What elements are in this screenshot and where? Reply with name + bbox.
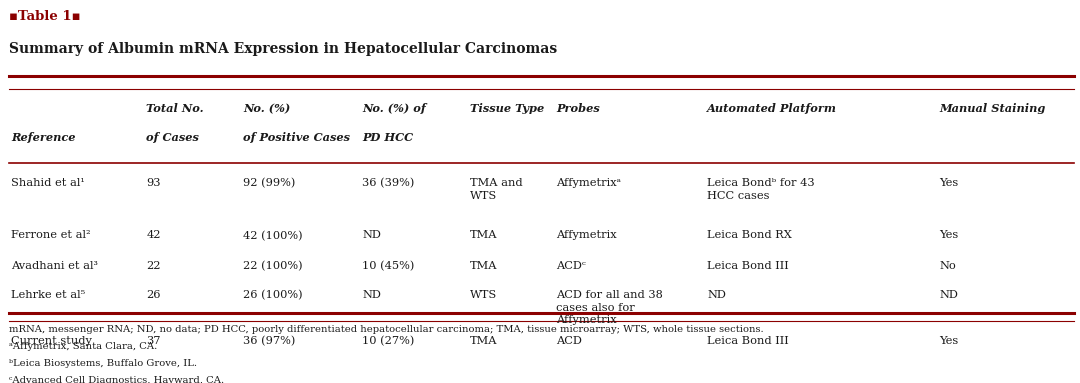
Text: 37: 37 — [146, 336, 161, 346]
Text: ND: ND — [707, 290, 726, 300]
Text: Ferrone et al²: Ferrone et al² — [12, 231, 91, 241]
Text: ᶜAdvanced Cell Diagnostics, Hayward, CA.: ᶜAdvanced Cell Diagnostics, Hayward, CA. — [10, 376, 225, 383]
Text: No: No — [940, 261, 956, 271]
Text: Shahid et al¹: Shahid et al¹ — [12, 178, 85, 188]
Text: ND: ND — [362, 290, 381, 300]
Text: Yes: Yes — [940, 231, 958, 241]
Text: ACD: ACD — [556, 336, 582, 346]
Text: 10 (27%): 10 (27%) — [362, 336, 415, 347]
Text: Reference: Reference — [12, 132, 76, 143]
Text: Automated Platform: Automated Platform — [707, 103, 837, 114]
Text: Manual Staining: Manual Staining — [940, 103, 1045, 114]
Text: TMA and
WTS: TMA and WTS — [470, 178, 523, 201]
Text: of Positive Cases: of Positive Cases — [243, 132, 350, 143]
Text: 26: 26 — [146, 290, 161, 300]
Text: 42 (100%): 42 (100%) — [243, 231, 303, 241]
Text: Leica Bond RX: Leica Bond RX — [707, 231, 792, 241]
Text: mRNA, messenger RNA; ND, no data; PD HCC, poorly differentiated hepatocellular c: mRNA, messenger RNA; ND, no data; PD HCC… — [10, 324, 764, 334]
Text: 93: 93 — [146, 178, 161, 188]
Text: ND: ND — [940, 290, 958, 300]
Text: No. (%) of: No. (%) of — [362, 103, 426, 114]
Text: Summary of Albumin mRNA Expression in Hepatocellular Carcinomas: Summary of Albumin mRNA Expression in He… — [10, 42, 557, 56]
Text: PD HCC: PD HCC — [362, 132, 414, 143]
Text: Probes: Probes — [556, 103, 599, 114]
Text: 10 (45%): 10 (45%) — [362, 261, 415, 271]
Text: Avadhani et al³: Avadhani et al³ — [12, 261, 98, 271]
Text: Yes: Yes — [940, 336, 958, 346]
Text: Leica Bondᵇ for 43
HCC cases: Leica Bondᵇ for 43 HCC cases — [707, 178, 814, 201]
Text: Current study: Current study — [12, 336, 93, 346]
Text: ND: ND — [362, 231, 381, 241]
Text: 92 (99%): 92 (99%) — [243, 178, 296, 189]
Text: of Cases: of Cases — [146, 132, 199, 143]
Text: ᵃAffymetrix, Santa Clara, CA.: ᵃAffymetrix, Santa Clara, CA. — [10, 342, 158, 351]
Text: ACDᶜ: ACDᶜ — [556, 261, 586, 271]
Text: TMA: TMA — [470, 261, 498, 271]
Text: Total No.: Total No. — [146, 103, 204, 114]
Text: 26 (100%): 26 (100%) — [243, 290, 303, 300]
Text: Lehrke et al⁵: Lehrke et al⁵ — [12, 290, 85, 300]
Text: 22: 22 — [146, 261, 161, 271]
Text: TMA: TMA — [470, 336, 498, 346]
Text: 36 (39%): 36 (39%) — [362, 178, 415, 189]
Text: Affymetrixᵃ: Affymetrixᵃ — [556, 178, 621, 188]
Text: TMA: TMA — [470, 231, 498, 241]
Text: Leica Bond III: Leica Bond III — [707, 336, 788, 346]
Text: Leica Bond III: Leica Bond III — [707, 261, 788, 271]
Text: 42: 42 — [146, 231, 161, 241]
Text: Yes: Yes — [940, 178, 958, 188]
Text: ACD for all and 38
cases also for
Affymetrix: ACD for all and 38 cases also for Affyme… — [556, 290, 663, 325]
Text: Affymetrix: Affymetrix — [556, 231, 617, 241]
Text: 36 (97%): 36 (97%) — [243, 336, 296, 347]
Text: ᵇLeica Biosystems, Buffalo Grove, IL.: ᵇLeica Biosystems, Buffalo Grove, IL. — [10, 359, 198, 368]
Text: No. (%): No. (%) — [243, 103, 291, 114]
Text: 22 (100%): 22 (100%) — [243, 261, 303, 271]
Text: WTS: WTS — [470, 290, 497, 300]
Text: ▪Table 1▪: ▪Table 1▪ — [10, 10, 81, 23]
Text: Tissue Type: Tissue Type — [470, 103, 544, 114]
